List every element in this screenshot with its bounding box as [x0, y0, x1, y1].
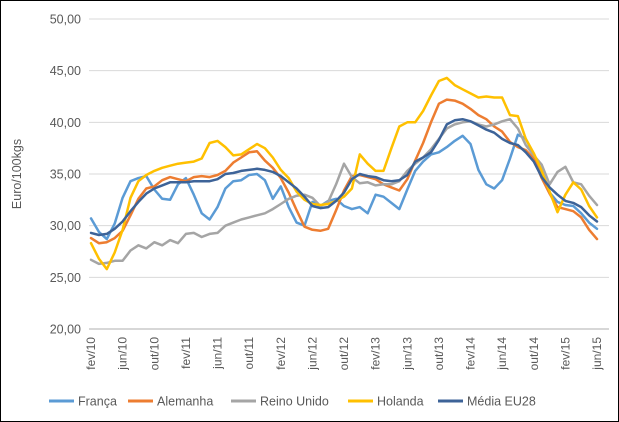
x-tick-label: jun/13 [400, 337, 414, 371]
legend-label-frança: França [78, 395, 117, 409]
x-tick-label: fev/12 [274, 337, 288, 370]
series-line-reino-unido [89, 117, 599, 266]
gridlines [89, 18, 609, 278]
x-tick-label: fev/14 [464, 337, 478, 370]
y-axis-tick-labels: 50,00 45,00 40,00 35,00 30,00 25,00 20,00 [50, 13, 81, 337]
legend-label-holanda: Holanda [377, 395, 424, 409]
legend-label-média-eu28: Média EU28 [467, 395, 536, 409]
x-tick-label: fev/11 [179, 337, 193, 369]
x-tick-label: jun/12 [305, 337, 319, 371]
series-line-média-eu28 [89, 117, 599, 237]
legend-label-reino-unido: Reino Unido [260, 395, 329, 409]
x-tick-label: out/14 [527, 337, 541, 371]
y-tick-label: 35,00 [50, 168, 81, 182]
y-axis-title: Euro/100kgs [10, 139, 24, 209]
x-tick-label: fev/13 [369, 337, 383, 370]
x-tick-label: fev/15 [558, 337, 572, 370]
x-tick-label: jun/10 [116, 337, 130, 371]
y-tick-label: 25,00 [50, 271, 81, 285]
x-tick-label: out/12 [337, 337, 351, 371]
x-tick-label: out/11 [242, 337, 256, 370]
legend-label-alemanha: Alemanha [157, 395, 213, 409]
x-tick-label: fev/10 [84, 337, 98, 370]
y-tick-label: 20,00 [50, 323, 81, 337]
x-axis-tick-labels: fev/10 jun/10 out/10 fev/11 jun/11 out/11 fev/… [84, 337, 604, 371]
x-tick-label: jun/11 [211, 337, 225, 370]
y-tick-label: 30,00 [50, 219, 81, 233]
series-line-frança [89, 133, 599, 241]
x-tick-label: out/10 [147, 337, 161, 371]
x-tick-label: jun/14 [495, 337, 509, 371]
series-line-alemanha [89, 98, 599, 245]
x-tick-label: jun/15 [590, 337, 604, 371]
y-tick-label: 45,00 [50, 64, 81, 78]
chart-legend: França Alemanha Reino Unido Holanda Média EU… [49, 395, 536, 409]
data-series-lines [89, 76, 599, 271]
x-tick-label: out/13 [432, 337, 446, 371]
y-tick-label: 40,00 [50, 116, 81, 130]
y-tick-label: 50,00 [50, 13, 81, 27]
series-line-holanda [89, 76, 599, 271]
